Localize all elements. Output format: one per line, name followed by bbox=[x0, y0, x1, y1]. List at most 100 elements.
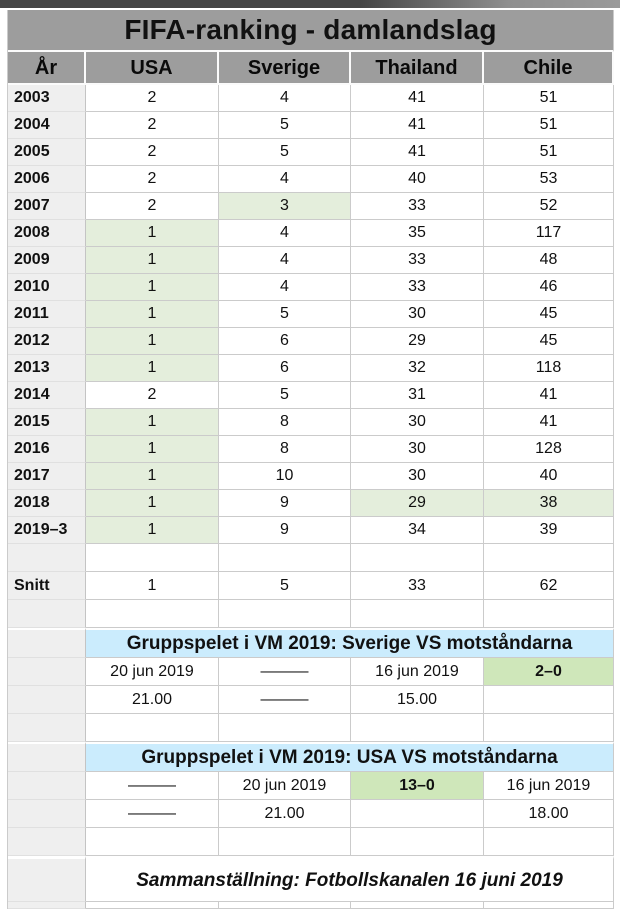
year-cell: 2010 bbox=[8, 274, 86, 301]
self-match-dash-cell: ——— bbox=[86, 772, 219, 800]
section-header-spacer-cell bbox=[8, 628, 86, 658]
average-label-cell: Snitt bbox=[8, 572, 86, 600]
rank-cell: 4 bbox=[219, 166, 351, 193]
year-cell: 2013 bbox=[8, 355, 86, 382]
group-stage-sections: Gruppspelet i VM 2019: Sverige VS motstå… bbox=[8, 628, 615, 856]
partial-cell bbox=[484, 902, 614, 909]
empty-row bbox=[8, 600, 615, 628]
empty-cell bbox=[484, 828, 614, 856]
empty-cell bbox=[219, 828, 351, 856]
rank-cell: 2 bbox=[86, 85, 219, 112]
ranking-row: 2008 1 4 35 117 bbox=[8, 220, 615, 247]
match-time-cell: 21.00 bbox=[86, 686, 219, 714]
section-row-spacer-cell bbox=[8, 686, 86, 714]
average-row: Snitt 1 5 33 62 bbox=[8, 572, 615, 600]
empty-cell bbox=[484, 600, 614, 628]
empty-year-cell bbox=[8, 600, 86, 628]
section-header: Gruppspelet i VM 2019: Sverige VS motstå… bbox=[86, 628, 614, 658]
column-header-0: År bbox=[8, 52, 86, 85]
match-time-row: ——— 21.00 18.00 bbox=[8, 800, 615, 828]
rank-cell: 46 bbox=[484, 274, 614, 301]
rank-cell: 1 bbox=[86, 517, 219, 544]
partial-cell bbox=[351, 902, 484, 909]
fifa-ranking-sheet: FIFA-ranking - damlandslag År USA Sverige T… bbox=[7, 10, 615, 909]
rank-cell: 1 bbox=[86, 355, 219, 382]
rank-cell: 9 bbox=[219, 517, 351, 544]
section-header-spacer-cell bbox=[8, 742, 86, 772]
rank-cell: 1 bbox=[86, 328, 219, 355]
section-row-spacer-cell bbox=[8, 658, 86, 686]
empty-cell bbox=[484, 714, 614, 742]
match-date-cell: 20 jun 2019 bbox=[219, 772, 351, 800]
empty-cell bbox=[219, 544, 351, 572]
self-match-dash-cell: ——— bbox=[86, 800, 219, 828]
section-header-row: Gruppspelet i VM 2019: USA VS motståndar… bbox=[8, 742, 615, 772]
rank-cell: 30 bbox=[351, 301, 484, 328]
year-cell: 2007 bbox=[8, 193, 86, 220]
rank-cell: 5 bbox=[219, 301, 351, 328]
partial-year-cell bbox=[8, 902, 86, 909]
match-date-cell: 20 jun 2019 bbox=[86, 658, 219, 686]
empty-cell bbox=[484, 544, 614, 572]
rank-cell: 117 bbox=[484, 220, 614, 247]
self-match-dash-cell: ——— bbox=[219, 658, 351, 686]
ranking-row: 2004 2 5 41 51 bbox=[8, 112, 615, 139]
year-cell: 2017 bbox=[8, 463, 86, 490]
empty-cell bbox=[86, 600, 219, 628]
empty-cell bbox=[219, 714, 351, 742]
rank-cell: 1 bbox=[86, 274, 219, 301]
rank-cell: 1 bbox=[86, 409, 219, 436]
column-header-2: Sverige bbox=[219, 52, 351, 85]
rank-cell: 34 bbox=[351, 517, 484, 544]
rank-cell: 128 bbox=[484, 436, 614, 463]
rank-cell: 1 bbox=[86, 490, 219, 517]
rank-cell: 33 bbox=[351, 247, 484, 274]
ranking-row: 2011 1 5 30 45 bbox=[8, 301, 615, 328]
rank-cell: 5 bbox=[219, 139, 351, 166]
ranking-rows: 2003 2 4 41 51 2004 2 5 41 51 2005 2 5 41 51 2006 2 4 40 53… bbox=[8, 85, 615, 544]
rank-cell: 45 bbox=[484, 328, 614, 355]
table-title: FIFA-ranking - damlandslag bbox=[8, 10, 614, 52]
match-time-cell bbox=[484, 686, 614, 714]
rank-cell: 33 bbox=[351, 274, 484, 301]
average-value-cell: 1 bbox=[86, 572, 219, 600]
rank-cell: 30 bbox=[351, 436, 484, 463]
empty-cell bbox=[351, 714, 484, 742]
average-block: Snitt 1 5 33 62 bbox=[8, 544, 615, 628]
match-time-cell: 21.00 bbox=[219, 800, 351, 828]
partial-cell bbox=[219, 902, 351, 909]
match-time-cell: 18.00 bbox=[484, 800, 614, 828]
year-cell: 2006 bbox=[8, 166, 86, 193]
section-row-spacer-cell bbox=[8, 800, 86, 828]
rank-cell: 8 bbox=[219, 409, 351, 436]
match-time-cell: 15.00 bbox=[351, 686, 484, 714]
year-cell: 2016 bbox=[8, 436, 86, 463]
rank-cell: 51 bbox=[484, 85, 614, 112]
rank-cell: 2 bbox=[86, 139, 219, 166]
section-header: Gruppspelet i VM 2019: USA VS motståndar… bbox=[86, 742, 614, 772]
rank-cell: 4 bbox=[219, 274, 351, 301]
rank-cell: 52 bbox=[484, 193, 614, 220]
rank-cell: 53 bbox=[484, 166, 614, 193]
rank-cell: 41 bbox=[484, 409, 614, 436]
match-score-cell: 2–0 bbox=[484, 658, 614, 686]
footer-spacer-cell bbox=[8, 856, 86, 902]
year-cell: 2018 bbox=[8, 490, 86, 517]
window-top-strip bbox=[0, 0, 620, 8]
rank-cell: 1 bbox=[86, 436, 219, 463]
rank-cell: 33 bbox=[351, 193, 484, 220]
rank-cell: 1 bbox=[86, 301, 219, 328]
rank-cell: 5 bbox=[219, 382, 351, 409]
rank-cell: 40 bbox=[351, 166, 484, 193]
rank-cell: 30 bbox=[351, 409, 484, 436]
year-cell: 2014 bbox=[8, 382, 86, 409]
year-cell: 2011 bbox=[8, 301, 86, 328]
ranking-row: 2016 1 8 30 128 bbox=[8, 436, 615, 463]
table-title-row: FIFA-ranking - damlandslag bbox=[8, 10, 615, 52]
partial-bottom-row bbox=[8, 902, 615, 909]
source-attribution: Sammanställning: Fotbollskanalen 16 juni… bbox=[86, 856, 614, 902]
year-cell: 2019–3 bbox=[8, 517, 86, 544]
rank-cell: 41 bbox=[351, 112, 484, 139]
rank-cell: 41 bbox=[484, 382, 614, 409]
rank-cell: 29 bbox=[351, 490, 484, 517]
